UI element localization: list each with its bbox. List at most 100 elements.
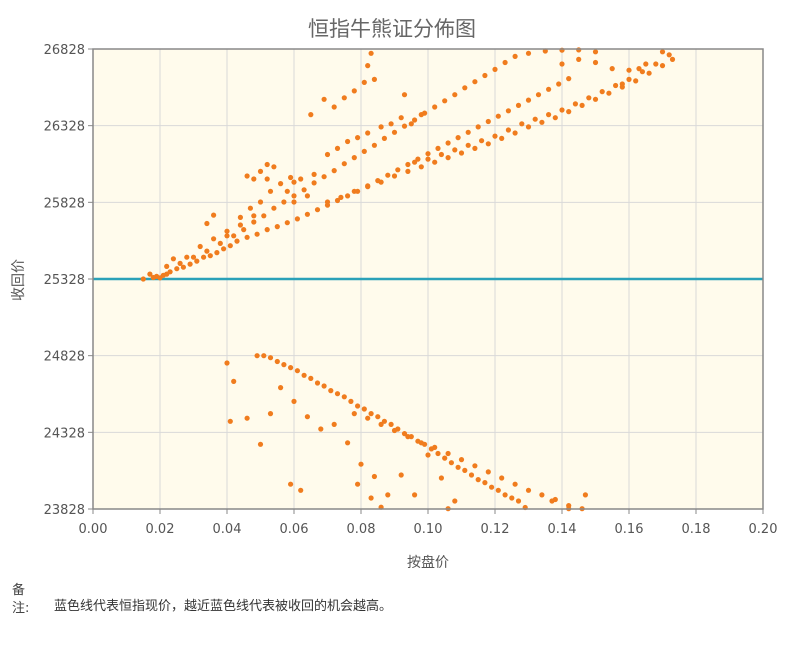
- scatter-point: [251, 213, 257, 219]
- x-tick-label: 0.14: [548, 522, 577, 537]
- scatter-point: [599, 89, 605, 95]
- scatter-point: [211, 236, 217, 242]
- scatter-point: [291, 193, 297, 199]
- scatter-point: [368, 495, 374, 501]
- scatter-point: [465, 129, 471, 135]
- scatter-point: [257, 199, 264, 205]
- scatter-point: [405, 434, 411, 440]
- scatter-point: [505, 108, 511, 114]
- scatter-point: [432, 444, 438, 450]
- scatter-point: [653, 61, 659, 67]
- scatter-point: [167, 269, 173, 275]
- footnote-label: 备注:: [12, 583, 30, 616]
- scatter-point: [291, 179, 297, 185]
- scatter-point: [304, 211, 310, 217]
- scatter-point: [267, 411, 274, 417]
- scatter-point: [334, 391, 341, 397]
- scatter-point: [321, 383, 327, 389]
- scatter-point: [278, 181, 284, 187]
- scatter-point: [197, 243, 203, 250]
- scatter-point: [472, 79, 478, 85]
- x-tick-label: 0.12: [481, 522, 510, 537]
- scatter-point: [190, 254, 197, 260]
- scatter-point: [492, 133, 498, 139]
- scatter-point: [425, 452, 431, 458]
- scatter-point: [482, 480, 488, 486]
- scatter-point: [519, 121, 525, 127]
- scatter-point: [241, 227, 247, 233]
- scatter-point: [288, 174, 294, 181]
- scatter-point: [378, 124, 384, 130]
- scatter-point: [626, 76, 632, 82]
- scatter-point: [432, 104, 438, 110]
- scatter-point: [261, 213, 267, 219]
- scatter-point: [398, 472, 404, 478]
- scatter-point: [576, 56, 582, 63]
- scatter-point: [227, 243, 233, 249]
- scatter-point: [274, 224, 280, 230]
- scatter-point: [445, 140, 451, 146]
- y-tick-label: 23828: [44, 503, 85, 518]
- scatter-point: [207, 253, 213, 259]
- scatter-point: [264, 227, 270, 233]
- scatter-point: [318, 426, 324, 432]
- scatter-point: [365, 63, 371, 69]
- scatter-point: [455, 135, 461, 141]
- scatter-point: [204, 220, 210, 227]
- scatter-point: [643, 61, 649, 67]
- scatter-point: [267, 355, 274, 361]
- scatter-point: [452, 92, 458, 98]
- y-tick-label: 25328: [44, 273, 85, 288]
- scatter-point: [177, 260, 183, 266]
- scatter-point: [328, 388, 334, 394]
- scatter-point: [495, 487, 501, 493]
- scatter-point: [576, 47, 582, 53]
- scatter-point: [388, 421, 394, 427]
- scatter-point: [525, 50, 532, 56]
- scatter-point: [341, 95, 347, 101]
- scatter-point: [227, 418, 233, 424]
- scatter-point: [465, 142, 471, 148]
- scatter-point: [666, 52, 672, 58]
- scatter-point: [495, 113, 501, 119]
- scatter-point: [659, 49, 666, 55]
- scatter-point: [512, 53, 518, 60]
- scatter-point: [509, 495, 515, 501]
- data-points: [140, 47, 676, 512]
- scatter-point: [264, 161, 270, 168]
- scatter-point: [251, 176, 257, 182]
- scatter-point: [298, 176, 304, 182]
- scatter-point: [592, 59, 599, 66]
- x-tick-label: 0.00: [79, 522, 108, 537]
- scatter-point: [468, 472, 475, 478]
- scatter-point: [391, 129, 398, 135]
- scatter-point: [237, 222, 243, 228]
- scatter-point: [462, 467, 468, 473]
- scatter-point: [435, 450, 441, 457]
- scatter-point: [311, 171, 317, 177]
- plot-frame: [92, 48, 764, 510]
- scatter-point: [368, 411, 374, 417]
- scatter-point: [586, 95, 592, 101]
- scatter-point: [314, 207, 321, 213]
- scatter-point: [311, 180, 317, 186]
- scatter-point: [365, 184, 371, 190]
- scatter-point: [546, 112, 552, 118]
- x-tick-label: 0.18: [682, 522, 711, 537]
- scatter-point: [472, 145, 478, 151]
- scatter-point: [512, 481, 518, 487]
- x-tick-label: 0.10: [414, 522, 443, 537]
- x-tick-label: 0.02: [146, 522, 175, 537]
- scatter-point: [257, 168, 264, 174]
- scatter-point: [355, 403, 361, 409]
- scatter-point: [368, 50, 374, 56]
- scatter-point: [164, 263, 170, 269]
- scatter-point: [435, 145, 441, 151]
- scatter-point: [401, 123, 408, 129]
- scatter-point: [298, 487, 304, 493]
- scatter-point: [244, 234, 250, 240]
- scatter-point: [485, 469, 491, 475]
- scatter-point: [499, 135, 505, 141]
- scatter-point: [582, 492, 589, 498]
- scatter-point: [257, 441, 264, 447]
